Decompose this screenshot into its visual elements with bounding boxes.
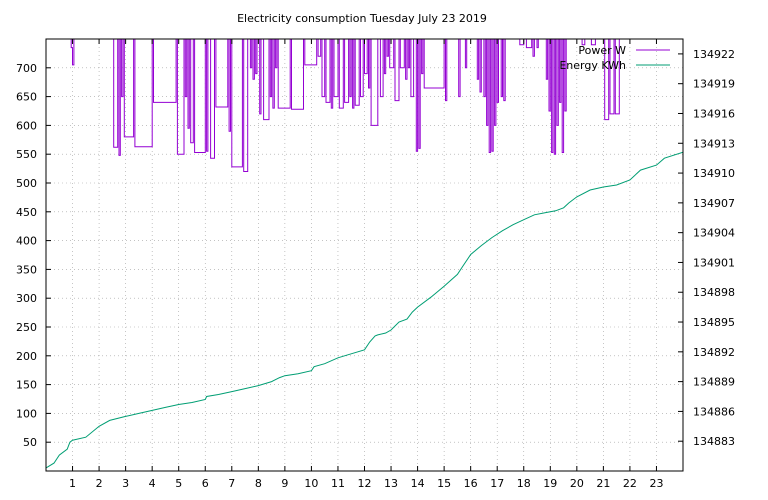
x-tick-label: 4 — [149, 477, 156, 490]
y2-tick-label: 134910 — [693, 167, 735, 180]
x-tick-label: 13 — [384, 477, 398, 490]
axis-ticks: 1 2 3 4 5 6 7 8 9 10 11 12 13 14 15 16 17 18 19 20 21 22 23501… — [16, 39, 735, 490]
x-tick-label: 19 — [543, 477, 557, 490]
y-tick-label: 650 — [16, 91, 37, 104]
x-tick-label: 22 — [623, 477, 637, 490]
y2-tick-label: 134892 — [693, 346, 735, 359]
x-tick-label: 20 — [570, 477, 584, 490]
legend-label: Power W — [578, 44, 626, 57]
chart-title: Electricity consumption Tuesday July 23 … — [237, 12, 487, 25]
y-tick-label: 350 — [16, 263, 37, 276]
y-tick-label: 400 — [16, 235, 37, 248]
y-tick-label: 100 — [16, 407, 37, 420]
x-tick-label: 11 — [331, 477, 345, 490]
x-tick-label: 7 — [228, 477, 235, 490]
y2-tick-label: 134907 — [693, 197, 735, 210]
legend-label: Energy KWh — [559, 59, 626, 72]
y2-tick-label: 134898 — [693, 286, 735, 299]
y2-tick-label: 134916 — [693, 107, 735, 120]
y-tick-label: 300 — [16, 292, 37, 305]
x-tick-label: 15 — [437, 477, 451, 490]
x-tick-label: 2 — [96, 477, 103, 490]
y2-tick-label: 134919 — [693, 78, 735, 91]
y-tick-label: 150 — [16, 379, 37, 392]
x-tick-label: 14 — [411, 477, 425, 490]
y2-tick-label: 134913 — [693, 137, 735, 150]
series-line-energy — [46, 151, 683, 469]
x-tick-label: 12 — [358, 477, 372, 490]
x-tick-label: 9 — [281, 477, 288, 490]
x-tick-label: 6 — [202, 477, 209, 490]
y2-tick-label: 134901 — [693, 256, 735, 269]
x-tick-label: 17 — [490, 477, 504, 490]
legend: Power W Energy KWh — [559, 44, 670, 72]
y-tick-label: 550 — [16, 148, 37, 161]
series-layer — [46, 39, 683, 469]
y2-tick-label: 134922 — [693, 48, 735, 61]
x-tick-label: 5 — [175, 477, 182, 490]
y2-tick-label: 134904 — [693, 227, 735, 240]
y-tick-label: 600 — [16, 119, 37, 132]
y-tick-label: 700 — [16, 62, 37, 75]
x-tick-label: 21 — [596, 477, 610, 490]
y-tick-label: 250 — [16, 321, 37, 334]
y-tick-label: 50 — [23, 436, 37, 449]
y2-tick-label: 134895 — [693, 316, 735, 329]
x-tick-label: 8 — [255, 477, 262, 490]
x-tick-label: 10 — [304, 477, 318, 490]
x-tick-label: 3 — [122, 477, 129, 490]
y2-tick-label: 134886 — [693, 405, 735, 418]
series-line-power — [70, 39, 621, 172]
x-tick-label: 1 — [69, 477, 76, 490]
y-tick-label: 200 — [16, 350, 37, 363]
x-tick-label: 18 — [517, 477, 531, 490]
x-tick-label: 23 — [649, 477, 663, 490]
y2-tick-label: 134883 — [693, 435, 735, 448]
x-tick-label: 16 — [464, 477, 478, 490]
y-tick-label: 500 — [16, 177, 37, 190]
y2-tick-label: 134889 — [693, 376, 735, 389]
y-tick-label: 450 — [16, 206, 37, 219]
